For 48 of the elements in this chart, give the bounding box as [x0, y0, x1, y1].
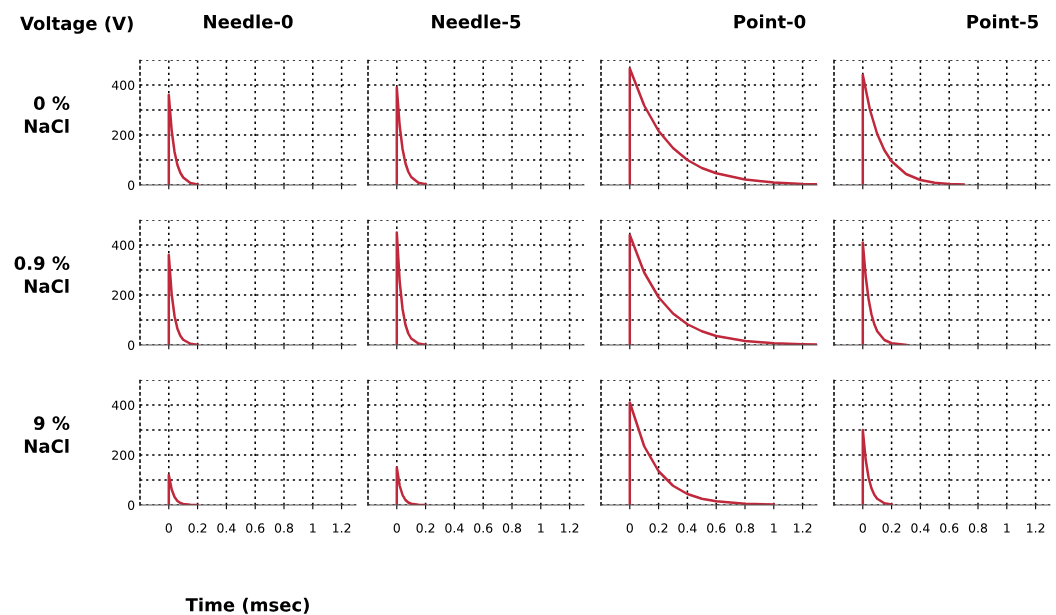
y-tick-label: 400 [111, 80, 135, 90]
x-tick-label: 0.2 [649, 523, 668, 533]
x-tick-label: 0.4 [678, 523, 697, 533]
x-tick-label: 0.4 [217, 523, 236, 533]
x-tick-label: 0 [859, 523, 866, 533]
line-series [167, 253, 199, 345]
x-axis-title: Time (msec) [185, 597, 309, 614]
x-tick-label: 0.4 [911, 523, 930, 533]
x-tick-label: 0 [393, 523, 400, 533]
y-tick-label: 400 [111, 240, 135, 250]
x-tick-label: 1.2 [561, 523, 579, 533]
y-tick-label: 0 [128, 180, 135, 190]
x-tick-label: 0.6 [246, 523, 265, 533]
x-tick-label: 0.2 [882, 523, 901, 533]
x-tick-label: 1.2 [333, 523, 351, 533]
x-tick-label: 0.2 [188, 523, 207, 533]
chart-title: Needle-0 [204, 14, 293, 29]
x-tick-label: 0.6 [474, 523, 493, 533]
x-tick-label: 1 [1004, 523, 1010, 533]
x-tick-label: 1.2 [1027, 523, 1045, 533]
x-tick-label: 0 [165, 523, 172, 533]
chart-title: Point-5 [967, 14, 1038, 29]
chart-title: Needle-5 [432, 14, 521, 29]
x-tick-label: 1 [538, 523, 544, 533]
x-tick-label: 0.8 [735, 523, 755, 533]
y-tick-label: 200 [112, 290, 135, 300]
y-tick-label: 0 [128, 500, 135, 510]
x-tick-label: 0.6 [940, 523, 959, 533]
x-tick-label: 0.8 [274, 523, 294, 533]
y-tick-label: 400 [111, 400, 135, 410]
text: Voltage (V) [20, 16, 133, 34]
x-tick-label: 0 [626, 523, 633, 533]
x-tick-label: 0.2 [416, 523, 435, 533]
y-axis-title: 0 % NaCl [24, 96, 70, 133]
chart-title: Point-0 [734, 14, 806, 29]
x-tick-label: 0.8 [502, 523, 522, 533]
line-series [167, 93, 199, 185]
x-tick-label: 1 [771, 523, 777, 533]
x-tick-label: 1.2 [794, 523, 812, 533]
y-axis-title: 0.9 % NaCl [14, 256, 70, 293]
y-axis-title: 9 % NaCl [24, 416, 70, 453]
x-tick-label: 1 [310, 523, 316, 533]
y-tick-label: 200 [112, 450, 135, 460]
y-tick-label: 200 [112, 130, 135, 140]
x-tick-label: 0.6 [707, 523, 726, 533]
x-tick-label: 0.8 [968, 523, 988, 533]
x-tick-label: 0.4 [445, 523, 464, 533]
y-tick-label: 0 [128, 340, 135, 350]
